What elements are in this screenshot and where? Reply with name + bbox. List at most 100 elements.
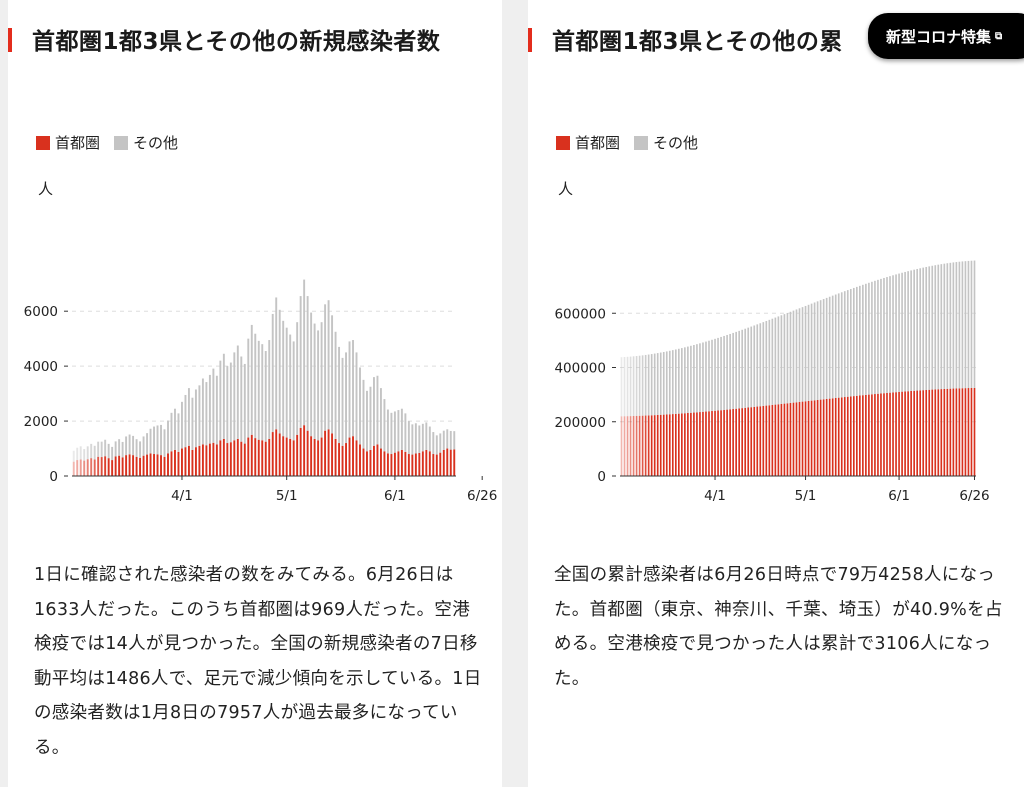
bar-capital (849, 396, 852, 476)
bar-other (913, 269, 915, 391)
bar-other (386, 409, 389, 454)
bar-capital (641, 415, 644, 476)
bar-capital (895, 392, 897, 476)
legend-label-other: その他 (133, 134, 179, 152)
bar-capital (205, 445, 208, 476)
bar-capital (292, 440, 295, 476)
bar-other (889, 276, 891, 393)
legend-swatch-capital (36, 135, 50, 150)
bar-other (247, 338, 250, 438)
bar-capital (93, 459, 96, 476)
bar-other (973, 260, 976, 388)
bar-other (383, 399, 386, 452)
bar-other (156, 425, 159, 455)
bar-other (795, 309, 798, 403)
bar-capital (828, 398, 831, 476)
bar-other (768, 319, 771, 406)
bar-capital (846, 396, 849, 476)
x-tick-label: 4/1 (704, 488, 726, 504)
bar-other (696, 344, 698, 413)
bar-capital (160, 455, 162, 476)
bar-capital (355, 440, 358, 476)
bar-other (278, 309, 281, 434)
bar-capital (142, 455, 145, 476)
bar-capital (411, 454, 414, 476)
bar-capital (439, 452, 442, 476)
bar-other (376, 375, 379, 445)
bar-capital (831, 398, 834, 476)
bar-capital (699, 412, 701, 476)
bar-other (834, 294, 837, 398)
bar-other (705, 341, 707, 412)
bar-other (825, 297, 828, 399)
bar-capital (348, 437, 351, 476)
y-tick-label: 0 (49, 469, 58, 485)
left-body-text: 1日に確認された感染者の数をみてみる。6月26日は1633人だった。このうち首都… (34, 565, 482, 758)
bar-other (111, 446, 114, 461)
bar-other (100, 441, 103, 458)
bar-capital (219, 440, 222, 476)
bar-other (653, 353, 656, 416)
bar-capital (922, 390, 925, 476)
bar-capital (393, 452, 396, 476)
bar-capital (373, 445, 375, 476)
bar-other (907, 271, 909, 392)
bar-capital (892, 392, 894, 476)
bar-capital (414, 453, 417, 476)
bar-other (919, 268, 922, 391)
bar-other (786, 312, 789, 404)
title-accent-bar (528, 28, 532, 52)
bar-capital (732, 409, 734, 476)
bar-capital (407, 454, 410, 476)
covid-feature-button[interactable]: 新型コロナ特集 ⧉ (868, 13, 1024, 59)
bar-other (865, 283, 867, 395)
bar-other (892, 275, 894, 393)
bar-capital (397, 451, 400, 476)
left-chart-title: 首都圏1都3県とその他の新規感染者数 (32, 29, 441, 55)
bar-other (871, 281, 873, 395)
bar-capital (376, 444, 379, 476)
bar-capital (837, 397, 840, 476)
bar-other (107, 443, 110, 459)
bar-other (868, 282, 870, 395)
bar-other (729, 333, 731, 410)
bar-other (650, 354, 653, 416)
bar-other (952, 262, 955, 389)
bar-capital (383, 451, 386, 476)
bar-capital (916, 390, 918, 476)
bar-capital (194, 447, 197, 476)
bar-other (449, 430, 452, 450)
bar-other (943, 263, 946, 389)
bar-capital (768, 405, 771, 476)
bar-other (804, 305, 807, 402)
bar-other (397, 410, 400, 452)
x-tick-label: 6/26 (959, 488, 989, 504)
bar-other (334, 331, 337, 439)
bar-other (125, 436, 128, 456)
bar-other (198, 385, 201, 446)
bar-other (442, 430, 445, 450)
bar-other (726, 334, 728, 410)
bar-other (886, 277, 888, 393)
bar-capital (877, 393, 879, 476)
bar-capital (973, 387, 976, 476)
bar-other (623, 357, 626, 417)
bar-other (771, 318, 774, 405)
bar-capital (289, 438, 292, 476)
bar-capital (341, 445, 344, 476)
bar-capital (919, 390, 922, 476)
bar-capital (629, 416, 632, 476)
bar-other (681, 348, 683, 414)
bar-other (226, 366, 229, 444)
bar-capital (717, 410, 719, 476)
bar-capital (97, 456, 100, 476)
bar-other (816, 301, 819, 400)
bar-capital (898, 391, 900, 476)
bar-capital (236, 438, 239, 476)
bar-other (789, 311, 792, 403)
bar-capital (843, 397, 846, 476)
bar-other (184, 394, 187, 448)
bar-other (747, 327, 750, 408)
bar-capital (753, 406, 756, 476)
bar-capital (910, 390, 912, 476)
